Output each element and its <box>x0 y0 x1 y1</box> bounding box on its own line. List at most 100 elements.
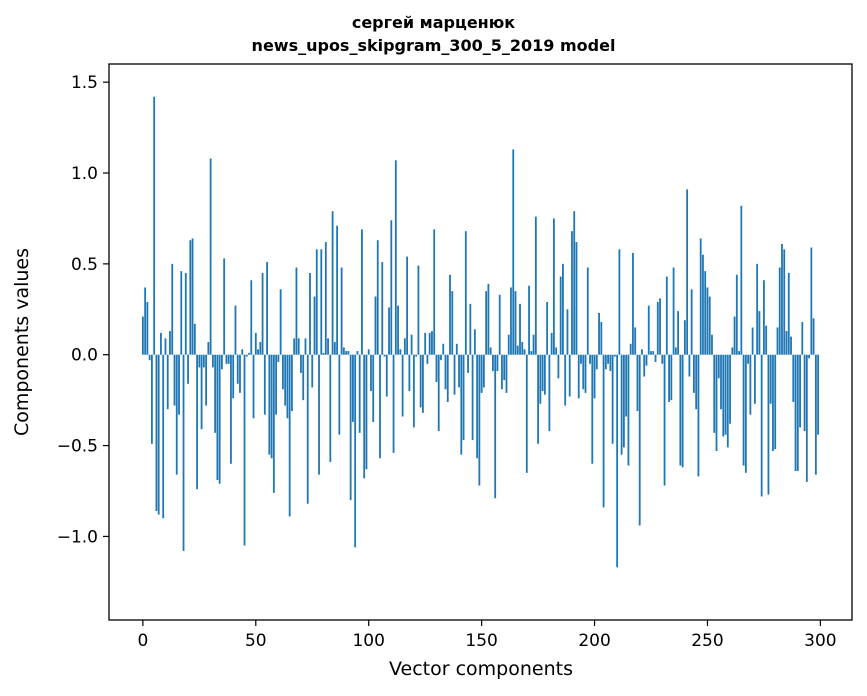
bar <box>652 351 655 355</box>
bar <box>688 354 691 377</box>
bar <box>408 354 411 392</box>
bar <box>566 309 569 355</box>
bar <box>638 354 641 526</box>
bar <box>200 354 203 430</box>
bar <box>740 205 743 355</box>
bar <box>810 247 813 355</box>
x-tick-label: 0 <box>137 631 148 651</box>
bar <box>458 354 460 388</box>
bar <box>453 354 456 395</box>
bar <box>221 354 223 370</box>
bar <box>394 160 397 355</box>
bar <box>625 354 628 417</box>
bar <box>241 349 244 355</box>
bar <box>374 296 377 355</box>
bar <box>437 354 440 432</box>
bar <box>503 354 506 381</box>
bar <box>537 354 539 444</box>
bar <box>573 211 576 355</box>
bar <box>729 354 731 424</box>
bar <box>799 354 801 428</box>
bar <box>629 343 632 355</box>
bar <box>695 354 698 410</box>
bar <box>230 354 232 464</box>
bar <box>659 298 661 355</box>
bar <box>489 347 492 355</box>
bar <box>473 329 476 355</box>
bar <box>661 354 664 364</box>
x-tick-label: 250 <box>691 631 723 651</box>
bar <box>717 354 720 379</box>
chart-title: сергей марценюк <box>351 13 516 32</box>
bar <box>281 354 284 390</box>
bar <box>471 354 474 441</box>
bar <box>686 189 689 355</box>
bar <box>279 289 282 355</box>
bar <box>756 263 759 355</box>
bar <box>401 354 404 417</box>
bar <box>715 354 718 452</box>
bar <box>589 354 591 364</box>
bar <box>354 354 357 548</box>
bar <box>141 316 144 355</box>
bar <box>184 272 187 355</box>
y-tick-label: −1.0 <box>57 527 98 547</box>
bar <box>557 354 560 379</box>
bar <box>636 354 639 412</box>
bar <box>600 322 603 355</box>
bar <box>521 342 524 355</box>
bar <box>297 338 300 355</box>
bar <box>704 271 707 355</box>
bar <box>501 354 503 390</box>
bar <box>202 354 205 368</box>
chart-subtitle: news_upos_skipgram_300_5_2019 model <box>251 36 616 55</box>
bar <box>363 354 366 479</box>
bar <box>193 323 196 355</box>
bar <box>171 263 174 355</box>
bar <box>541 354 544 392</box>
bar <box>388 307 390 355</box>
bar <box>324 242 327 355</box>
bar <box>555 347 558 355</box>
x-tick-label: 150 <box>465 631 497 651</box>
bar <box>428 332 431 355</box>
bar <box>286 354 289 419</box>
bar <box>785 331 788 355</box>
bar <box>724 354 727 435</box>
bar <box>713 354 716 433</box>
bar <box>415 354 418 357</box>
bar <box>595 354 598 370</box>
bar <box>248 352 250 355</box>
bar <box>178 354 180 415</box>
bar <box>774 354 777 450</box>
bar <box>559 276 562 355</box>
bar <box>358 354 361 433</box>
bar <box>668 354 670 402</box>
bar <box>577 354 580 399</box>
bar <box>672 267 675 355</box>
bar <box>607 354 610 364</box>
bar <box>320 249 323 355</box>
bar <box>677 311 680 355</box>
bar <box>345 351 348 355</box>
bar <box>243 354 246 546</box>
bar <box>189 240 192 355</box>
bar <box>598 312 600 355</box>
bar <box>397 305 399 355</box>
bar <box>462 354 465 441</box>
bar <box>510 287 512 355</box>
bar <box>381 262 384 355</box>
bar <box>455 343 458 355</box>
bar <box>794 354 797 472</box>
bar <box>602 354 605 508</box>
bar <box>618 249 621 355</box>
bar <box>250 280 253 355</box>
bar <box>702 254 704 355</box>
bar <box>403 338 406 355</box>
bar <box>487 283 490 355</box>
bar <box>417 265 420 355</box>
bar <box>523 349 526 355</box>
bar <box>440 354 442 361</box>
bar <box>322 352 325 355</box>
